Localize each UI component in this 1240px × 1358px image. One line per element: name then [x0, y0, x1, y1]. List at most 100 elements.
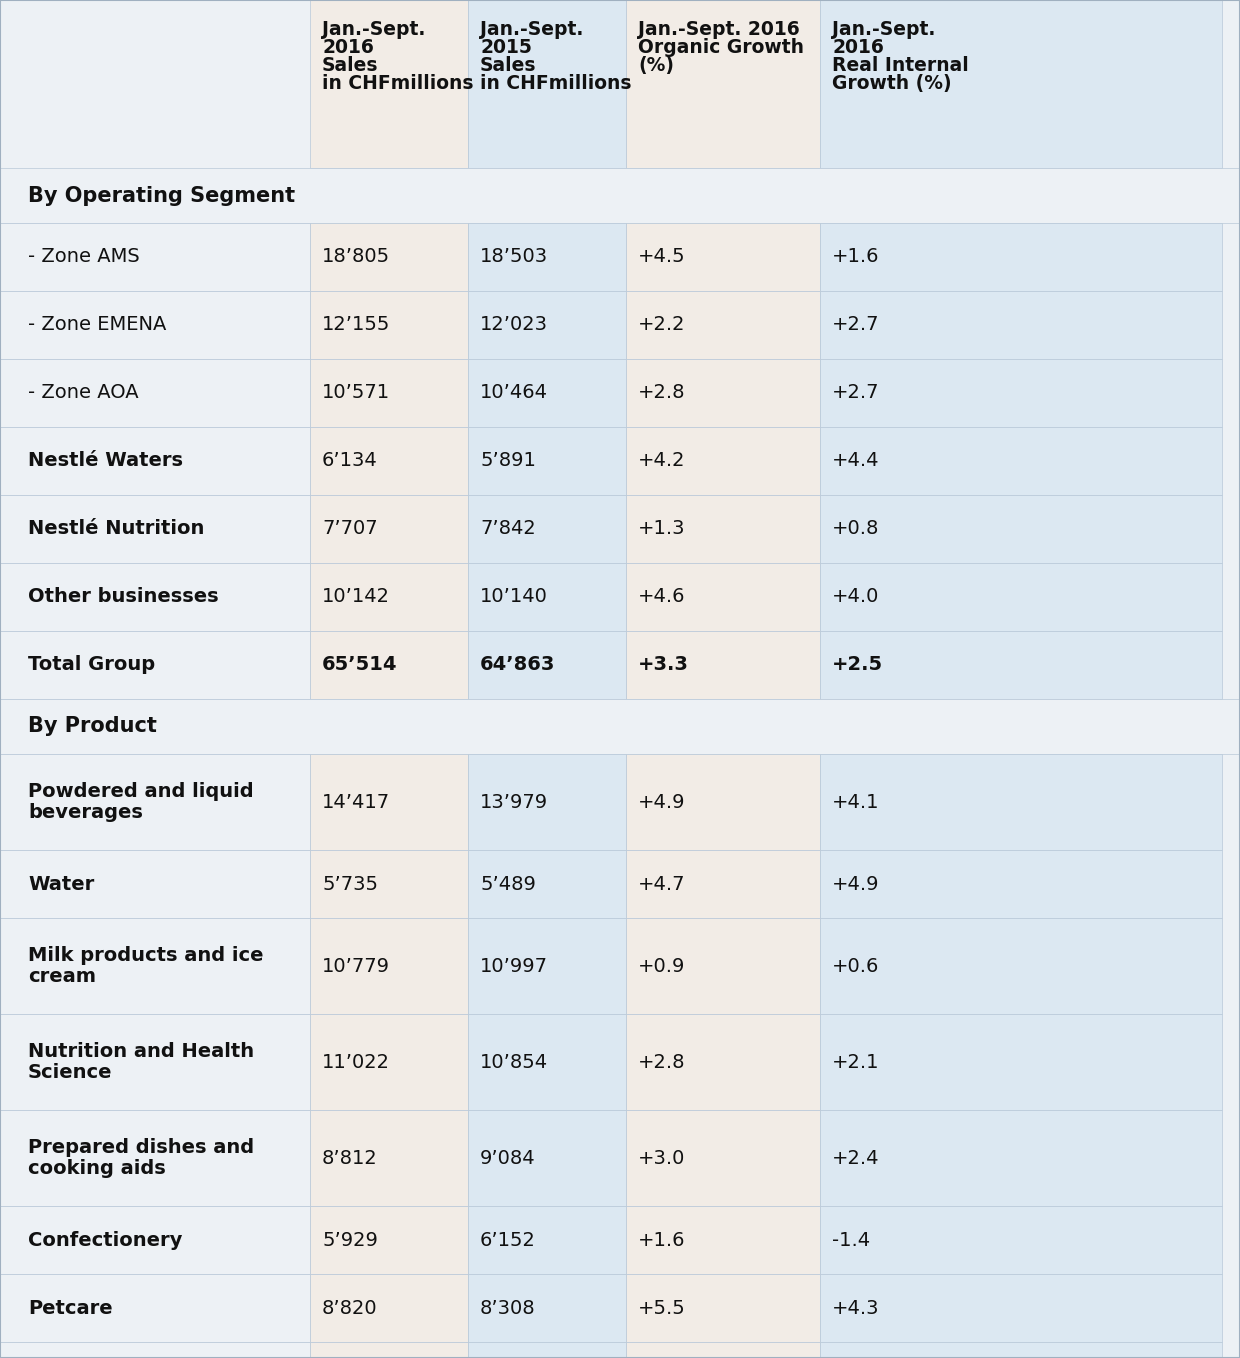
Text: 10’779: 10’779	[322, 956, 391, 975]
Text: Powdered and liquid: Powdered and liquid	[29, 782, 254, 801]
Text: 10’571: 10’571	[322, 383, 391, 402]
Bar	[626, 1014, 820, 1109]
Text: 5’489: 5’489	[480, 875, 536, 894]
Bar	[467, 631, 626, 699]
Bar	[626, 426, 820, 496]
Text: Jan.-Sept.: Jan.-Sept.	[832, 20, 935, 39]
Text: 10’140: 10’140	[480, 588, 548, 607]
Bar	[626, 359, 820, 426]
Bar	[467, 1206, 626, 1274]
Bar	[820, 1342, 1221, 1358]
Bar	[467, 0, 626, 168]
Text: 10’854: 10’854	[480, 1052, 548, 1071]
Bar	[0, 168, 1240, 223]
Bar	[467, 426, 626, 496]
Text: Water: Water	[29, 875, 94, 894]
Text: +2.1: +2.1	[832, 1052, 879, 1071]
Bar	[310, 1014, 467, 1109]
Bar	[0, 1109, 310, 1206]
Bar	[626, 0, 820, 168]
Bar	[310, 1274, 467, 1342]
Bar	[820, 1206, 1221, 1274]
Text: Sales: Sales	[322, 56, 378, 75]
Bar	[467, 850, 626, 918]
Bar	[820, 223, 1221, 291]
Text: 7’842: 7’842	[480, 520, 536, 539]
Text: +2.7: +2.7	[832, 315, 879, 334]
Text: 8’820: 8’820	[322, 1298, 378, 1317]
Text: Growth (%): Growth (%)	[832, 73, 951, 92]
Text: Confectionery: Confectionery	[29, 1230, 182, 1249]
Bar	[467, 359, 626, 426]
Bar	[310, 564, 467, 631]
Bar	[467, 1274, 626, 1342]
Bar	[0, 496, 310, 564]
Text: Nutrition and Health: Nutrition and Health	[29, 1042, 254, 1061]
Bar	[310, 496, 467, 564]
Bar	[467, 1342, 626, 1358]
Bar	[310, 1342, 467, 1358]
Bar	[626, 754, 820, 850]
Text: Jan.-Sept. 2016: Jan.-Sept. 2016	[639, 20, 800, 39]
Bar	[626, 1206, 820, 1274]
Text: Real Internal: Real Internal	[832, 56, 968, 75]
Bar	[467, 291, 626, 359]
Bar	[0, 223, 310, 291]
Text: By Product: By Product	[29, 717, 157, 736]
Text: Nestlé Nutrition: Nestlé Nutrition	[29, 520, 205, 539]
Bar	[820, 1014, 1221, 1109]
Text: 2015: 2015	[480, 38, 532, 57]
Text: 5’891: 5’891	[480, 451, 536, 470]
Text: 6’134: 6’134	[322, 451, 378, 470]
Bar	[820, 496, 1221, 564]
Bar	[626, 223, 820, 291]
Text: Jan.-Sept.: Jan.-Sept.	[480, 20, 583, 39]
Bar	[626, 1274, 820, 1342]
Text: in CHFmillions: in CHFmillions	[322, 73, 474, 92]
Bar	[626, 1342, 820, 1358]
Text: 2016: 2016	[322, 38, 374, 57]
Text: +1.6: +1.6	[639, 1230, 686, 1249]
Bar	[467, 564, 626, 631]
Text: +5.5: +5.5	[639, 1298, 686, 1317]
Text: +1.6: +1.6	[832, 247, 879, 266]
Text: +3.3: +3.3	[639, 656, 689, 675]
Bar	[0, 0, 1240, 168]
Text: Milk products and ice: Milk products and ice	[29, 947, 263, 966]
Bar	[0, 564, 310, 631]
Bar	[820, 754, 1221, 850]
Text: beverages: beverages	[29, 803, 143, 822]
Text: +2.5: +2.5	[832, 656, 883, 675]
Bar	[820, 359, 1221, 426]
Text: Science: Science	[29, 1063, 113, 1082]
Text: 65’514: 65’514	[322, 656, 398, 675]
Bar	[310, 291, 467, 359]
Text: +2.7: +2.7	[832, 383, 879, 402]
Text: 10’142: 10’142	[322, 588, 391, 607]
Text: 18’503: 18’503	[480, 247, 548, 266]
Bar	[820, 0, 1221, 168]
Text: 10’464: 10’464	[480, 383, 548, 402]
Bar	[0, 291, 310, 359]
Bar	[0, 699, 1240, 754]
Bar	[626, 918, 820, 1014]
Text: 14’417: 14’417	[322, 793, 391, 812]
Text: Petcare: Petcare	[29, 1298, 113, 1317]
Bar	[467, 1109, 626, 1206]
Text: 12’023: 12’023	[480, 315, 548, 334]
Text: Sales: Sales	[480, 56, 537, 75]
Bar	[310, 631, 467, 699]
Bar	[310, 359, 467, 426]
Text: +2.2: +2.2	[639, 315, 686, 334]
Bar	[820, 291, 1221, 359]
Bar	[467, 223, 626, 291]
Bar	[310, 1206, 467, 1274]
Text: +3.0: +3.0	[639, 1149, 686, 1168]
Text: Organic Growth: Organic Growth	[639, 38, 804, 57]
Bar	[820, 850, 1221, 918]
Bar	[467, 1014, 626, 1109]
Bar	[310, 1109, 467, 1206]
Bar	[467, 754, 626, 850]
Bar	[820, 564, 1221, 631]
Bar	[0, 426, 310, 496]
